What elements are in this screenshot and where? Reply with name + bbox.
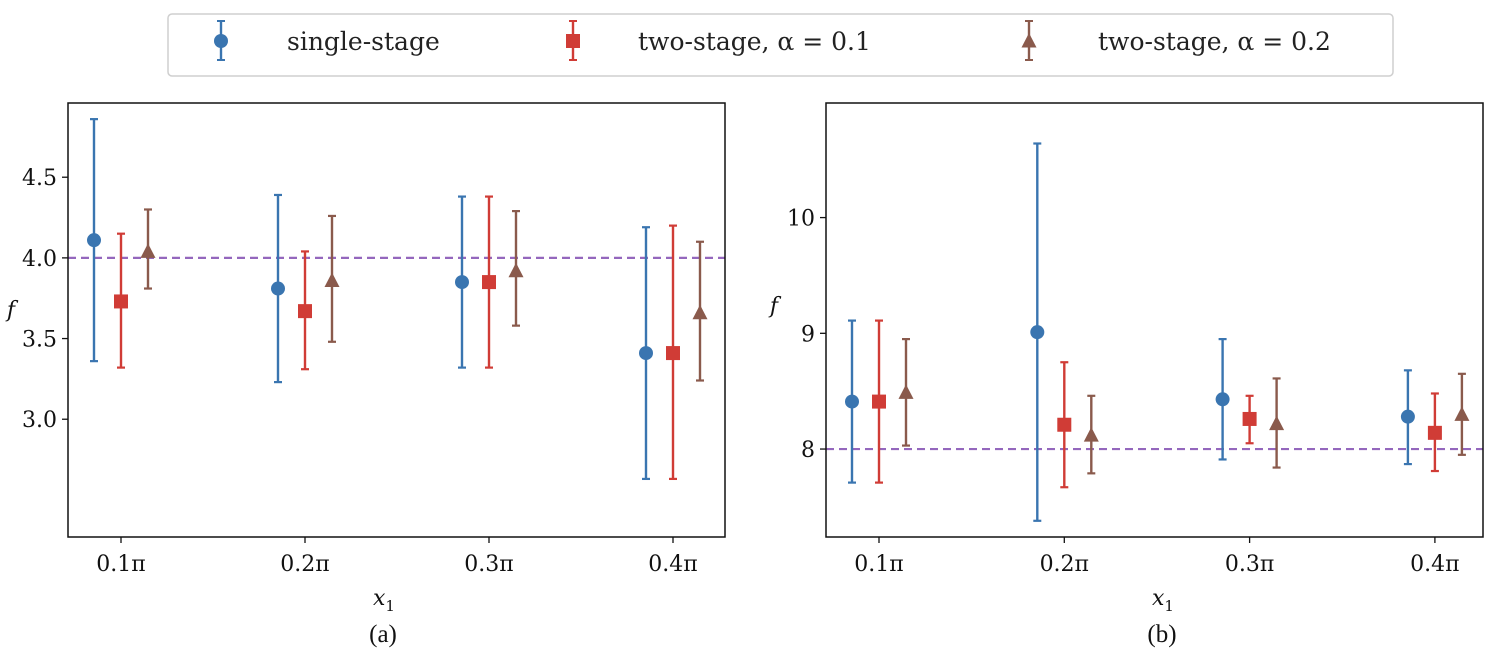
data-point-square (298, 304, 312, 319)
legend-label: two-stage, α = 0.1 (638, 27, 871, 56)
data-point-square (1242, 411, 1257, 426)
x-axis-label: x1 (1152, 586, 1174, 615)
x-axis-label: x1 (373, 586, 395, 615)
circle-icon (214, 34, 228, 48)
data-point-triangle (324, 272, 340, 287)
legend-frame (167, 13, 1394, 77)
y-tick-label: 9 (801, 322, 815, 347)
data-point-square (666, 346, 680, 361)
data-point-square (1057, 417, 1072, 432)
data-point-circle (271, 281, 285, 296)
x-tick-label: 0.1π (96, 552, 145, 577)
square-icon (566, 34, 580, 48)
x-tick-label: 0.1π (854, 552, 903, 577)
panel-b: 0.1π 0.2π 0.3π 0.4π 8 9 10 f x1 (b) (768, 102, 1484, 648)
plot-frame (67, 102, 726, 538)
data-point-circle (1215, 392, 1230, 407)
data-point-square (1427, 425, 1442, 440)
data-point-square (482, 275, 496, 290)
data-point-triangle (140, 243, 156, 258)
x-tick-label: 0.4π (648, 552, 697, 577)
data-point-triangle (508, 262, 524, 278)
x-tick-label: 0.2π (1040, 552, 1089, 577)
data-point-square (872, 394, 886, 409)
data-point-circle (845, 394, 859, 409)
y-tick-label: 8 (801, 438, 815, 463)
data-point-circle (87, 233, 101, 248)
legend: single-stage two-stage, α = 0.1 two-stage,… (167, 13, 1394, 77)
y-tick-label: 3.5 (22, 328, 57, 353)
x-tick-label: 0.4π (1410, 552, 1459, 577)
data-point-square (114, 294, 128, 309)
plot-frame (825, 102, 1484, 538)
triangle-icon (1021, 33, 1037, 48)
y-axis-label: f (5, 298, 19, 323)
y-tick-label: 4.5 (22, 166, 57, 191)
data-point-circle (1030, 325, 1045, 340)
legend-label: two-stage, α = 0.2 (1098, 27, 1331, 56)
data-point-triangle (898, 384, 914, 399)
x-tick-label: 0.3π (1225, 552, 1274, 577)
data-point-circle (1400, 409, 1415, 424)
legend-label: single-stage (287, 27, 440, 56)
data-point-triangle (692, 304, 708, 320)
y-tick-label: 3.0 (22, 408, 57, 433)
panel-label: (a) (369, 621, 397, 648)
y-tick-label: 4.0 (22, 247, 57, 272)
y-axis-label: f (768, 294, 782, 319)
data-point-circle (639, 346, 653, 361)
panel-a: 0.1π 0.2π 0.3π 0.4π 3.0 3.5 4.0 4.5 f x1 (a) (5, 102, 726, 648)
data-point-triangle (1083, 427, 1099, 442)
x-tick-label: 0.3π (464, 552, 513, 577)
panel-label: (b) (1147, 621, 1176, 648)
data-point-triangle (1269, 415, 1285, 431)
x-tick-label: 0.2π (280, 552, 329, 577)
data-point-circle (455, 275, 469, 290)
data-point-triangle (1454, 406, 1470, 421)
y-tick-label: 10 (787, 207, 815, 232)
